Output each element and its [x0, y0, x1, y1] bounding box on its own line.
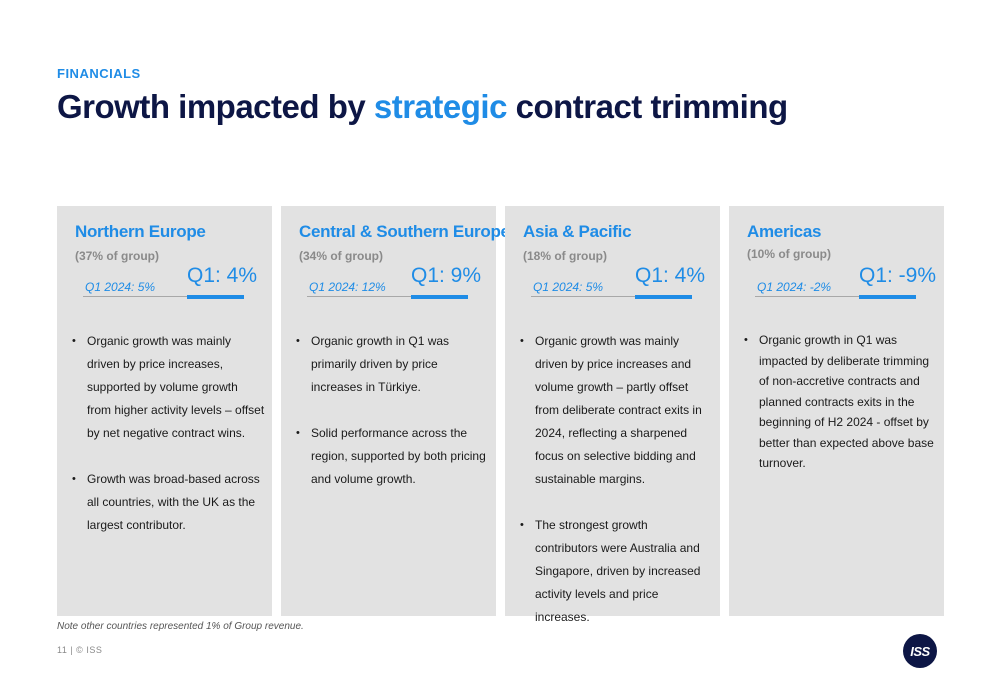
bullet-item: The strongest growth contributors were A… [517, 514, 713, 629]
iss-logo-icon: ISS [903, 634, 937, 668]
title-part-1: Growth impacted by [57, 88, 374, 125]
current-growth-underline [411, 295, 468, 299]
prev-year-growth: Q1 2024: 12% [309, 280, 386, 294]
region-card-northern-europe: Northern Europe (37% of group) Q1 2024: … [57, 206, 272, 616]
region-title: Asia & Pacific [523, 222, 632, 241]
current-growth-underline [187, 295, 244, 299]
bullet-list: Organic growth in Q1 was primarily drive… [293, 330, 489, 514]
footnote: Note other countries represented 1% of G… [57, 621, 304, 632]
divider-line [307, 296, 467, 297]
page-title: Growth impacted by strategic contract tr… [57, 88, 788, 126]
prev-year-growth: Q1 2024: -2% [757, 280, 832, 294]
divider-line [531, 296, 691, 297]
title-highlight: strategic [373, 88, 508, 125]
region-share: (37% of group) [75, 249, 159, 263]
section-label: FINANCIALS [57, 66, 141, 81]
divider-line [755, 296, 915, 297]
prev-year-growth: Q1 2024: 5% [533, 280, 604, 294]
bullet-item: Solid performance across the region, sup… [293, 422, 489, 491]
divider-line [83, 296, 243, 297]
bullet-item: Organic growth in Q1 was impacted by del… [741, 330, 937, 474]
bullet-list: Organic growth was mainly driven by pric… [517, 330, 713, 652]
bullet-item: Organic growth in Q1 was primarily drive… [293, 330, 489, 399]
bullet-list: Organic growth was mainly driven by pric… [69, 330, 265, 560]
region-card-americas: Americas (10% of group) Q1 2024: -2% Q1:… [729, 206, 944, 616]
region-card-asia-pacific: Asia & Pacific (18% of group) Q1 2024: 5… [505, 206, 720, 624]
region-share: (10% of group) [747, 247, 831, 261]
page-number: 11 | © ISS [57, 645, 103, 655]
bullet-item: Organic growth was mainly driven by pric… [69, 330, 265, 445]
region-title: Americas [747, 222, 822, 241]
current-growth: Q1: 4% [187, 264, 258, 287]
region-share: (18% of group) [523, 249, 607, 263]
title-part-2: contract trimming [506, 88, 789, 125]
prev-year-growth: Q1 2024: 5% [85, 280, 156, 294]
current-growth-underline [635, 295, 692, 299]
bullet-list: Organic growth in Q1 was impacted by del… [741, 330, 937, 497]
region-card-central-southern-europe: Central & Southern Europe (34% of group)… [281, 206, 510, 616]
current-growth-underline [859, 295, 916, 299]
current-growth: Q1: -9% [859, 264, 937, 287]
bullet-item: Organic growth was mainly driven by pric… [517, 330, 713, 491]
region-title: Central & Southern Europe [299, 222, 510, 241]
region-share: (34% of group) [299, 249, 383, 263]
region-title: Northern Europe [75, 222, 206, 241]
current-growth: Q1: 4% [635, 264, 706, 287]
bullet-item: Growth was broad-based across all countr… [69, 468, 265, 537]
current-growth: Q1: 9% [411, 264, 482, 287]
